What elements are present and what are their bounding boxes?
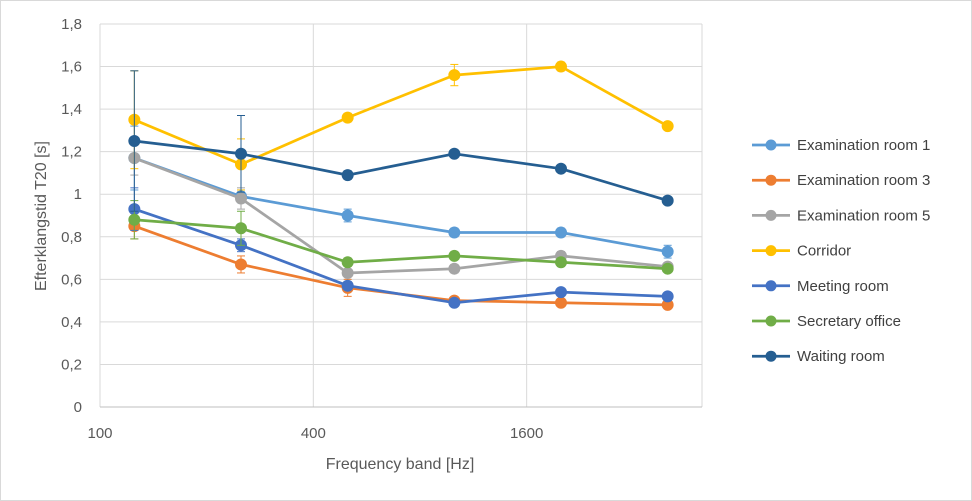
series-waiting-room	[128, 70, 674, 212]
y-tick-label: 1,2	[61, 144, 82, 161]
legend-marker	[765, 174, 777, 186]
data-point	[448, 262, 461, 275]
data-point	[554, 226, 567, 239]
series-line	[134, 139, 669, 202]
x-tick-label: 1600	[510, 425, 543, 442]
legend-item-examination-room-1: Examination room 1	[752, 137, 930, 154]
data-point	[661, 245, 674, 258]
data-point	[235, 192, 248, 205]
data-point	[554, 286, 567, 299]
legend-item-secretary-office: Secretary office	[752, 313, 901, 330]
legend-label: Corridor	[797, 243, 851, 260]
series-line	[134, 218, 668, 271]
legend-item-examination-room-5: Examination room 5	[752, 207, 930, 224]
legend-marker	[765, 350, 777, 362]
series-group	[128, 60, 674, 311]
data-point	[341, 256, 354, 269]
legend-label: Examination room 5	[797, 207, 930, 224]
data-point	[235, 222, 248, 235]
data-point	[341, 169, 354, 182]
data-point	[235, 147, 248, 160]
data-point	[448, 147, 461, 160]
legend-label: Examination room 1	[797, 137, 930, 154]
data-point	[341, 209, 354, 222]
x-axis-ticks: 100 400 1600	[87, 425, 543, 442]
legend-item-meeting-room: Meeting room	[752, 278, 889, 295]
legend: Examination room 1 Examination room 3 Exam…	[752, 137, 930, 365]
legend-marker	[765, 139, 777, 151]
y-tick-label: 1,4	[61, 101, 82, 118]
y-tick-label: 1,8	[61, 16, 82, 33]
legend-label: Examination room 3	[797, 172, 930, 189]
y-axis-ticks: 0 0,2 0,4 0,6 0,8 1 1,2 1,4 1,6 1,8	[61, 16, 82, 416]
legend-marker	[765, 209, 777, 221]
legend-marker	[765, 315, 777, 327]
data-point	[448, 69, 461, 82]
data-point	[448, 249, 461, 262]
legend-label: Waiting room	[797, 348, 885, 365]
series-line	[133, 156, 668, 254]
data-point	[341, 279, 354, 292]
data-point	[235, 258, 248, 271]
legend-label: Secretary office	[797, 313, 901, 330]
x-tick-label: 100	[87, 425, 112, 442]
x-axis-label: Frequency band [Hz]	[326, 456, 475, 473]
data-point	[448, 296, 461, 309]
legend-item-waiting-room: Waiting room	[752, 348, 885, 365]
series-secretary-office	[128, 200, 674, 275]
data-point	[448, 226, 461, 239]
y-tick-label: 0	[74, 399, 82, 416]
series-line	[133, 156, 668, 275]
x-tick-label: 400	[301, 425, 326, 442]
data-point	[341, 111, 354, 124]
legend-label: Meeting room	[797, 278, 889, 295]
legend-item-examination-room-3: Examination room 3	[752, 172, 930, 189]
data-point	[128, 213, 141, 226]
y-axis-label: Efterklangstid T20 [s]	[33, 141, 50, 291]
y-tick-label: 1	[74, 186, 82, 203]
data-point	[661, 194, 674, 207]
data-point	[661, 262, 674, 275]
series-line	[133, 207, 668, 305]
y-tick-label: 1,6	[61, 59, 82, 76]
data-point	[661, 290, 674, 303]
grid-lines	[99, 23, 703, 408]
y-tick-label: 0,6	[61, 271, 82, 288]
data-point	[341, 266, 354, 279]
y-tick-label: 0,4	[61, 314, 82, 331]
data-point	[554, 162, 567, 175]
y-tick-label: 0,8	[61, 229, 82, 246]
data-point	[554, 60, 567, 73]
data-point	[661, 120, 674, 133]
data-point	[554, 296, 567, 309]
data-point	[554, 256, 567, 269]
legend-marker	[765, 245, 777, 257]
y-tick-label: 0,2	[61, 356, 82, 373]
legend-item-corridor: Corridor	[752, 243, 851, 260]
data-point	[128, 135, 141, 148]
series-line	[133, 65, 669, 166]
legend-marker	[765, 280, 777, 292]
